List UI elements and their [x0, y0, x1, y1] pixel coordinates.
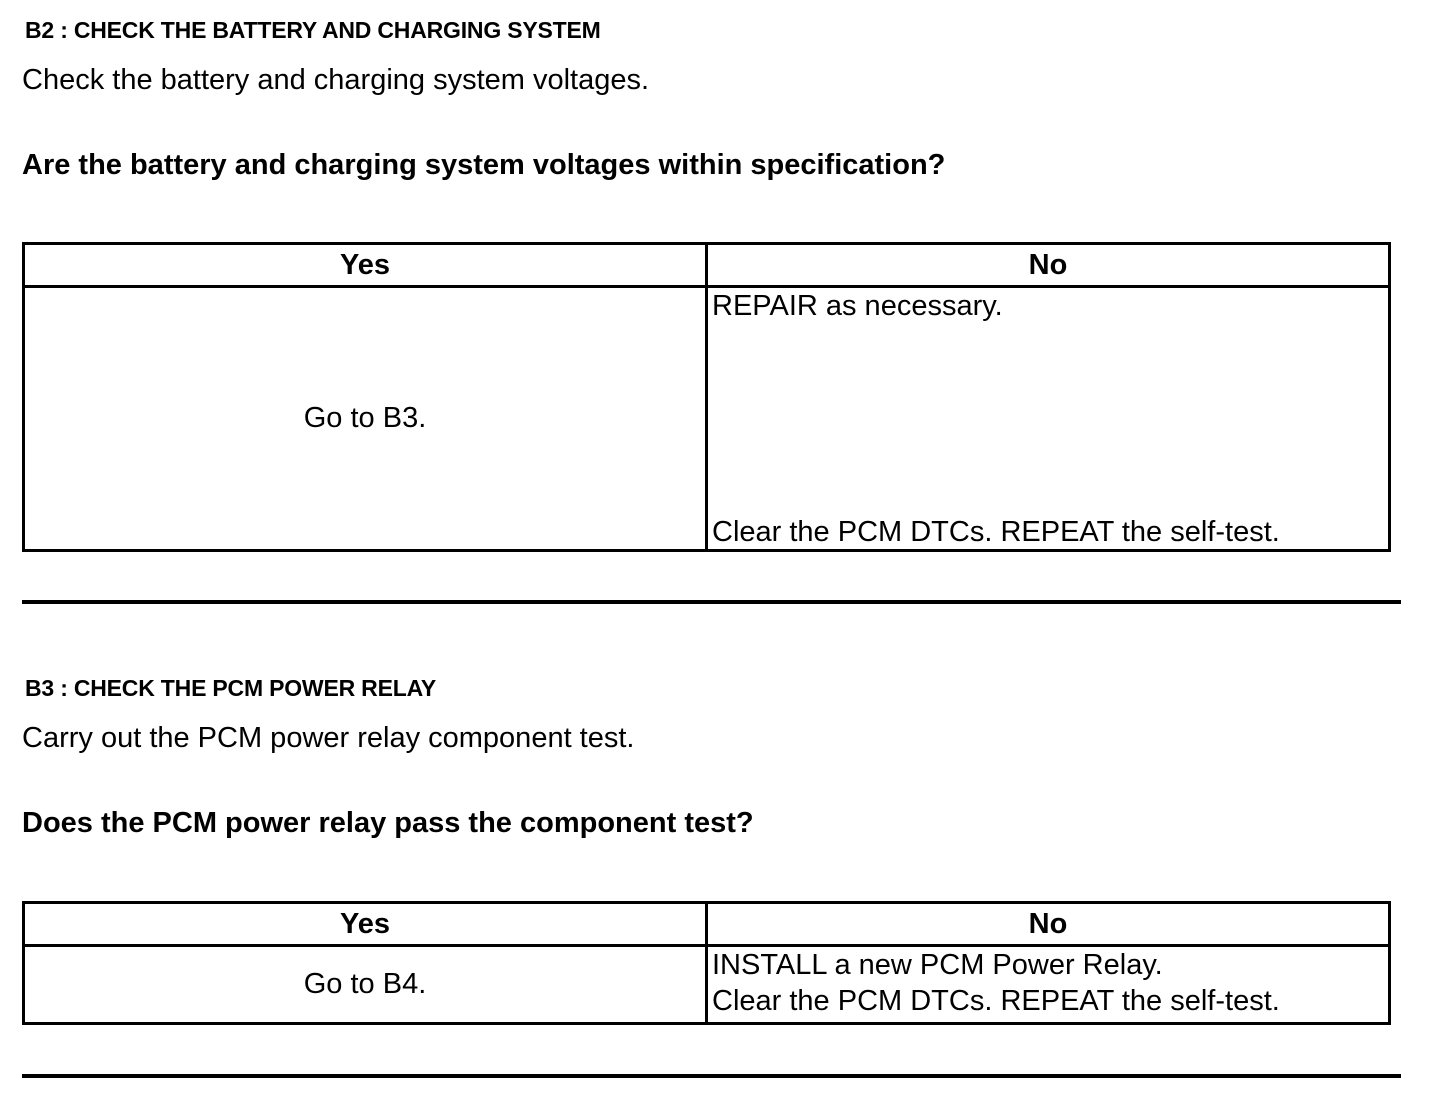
section-divider	[22, 1074, 1401, 1078]
step-b2-question: Are the battery and charging system volt…	[22, 149, 946, 181]
step-b2-result-table: Yes No Go to B3. REPAIR as necessary. Cl…	[22, 242, 1391, 552]
section-divider	[22, 600, 1401, 604]
step-b3-question: Does the PCM power relay pass the compon…	[22, 807, 754, 839]
no-header: No	[705, 901, 1391, 947]
step-b2-heading: B2 : CHECK THE BATTERY AND CHARGING SYST…	[25, 17, 601, 43]
no-action-clear: Clear the PCM DTCs. REPEAT the self-test…	[712, 985, 1280, 1017]
yes-header: Yes	[22, 901, 708, 947]
yes-action: Go to B3.	[22, 285, 708, 552]
yes-action: Go to B4.	[22, 944, 708, 1025]
yes-header: Yes	[22, 242, 708, 288]
no-action-clear: Clear the PCM DTCs. REPEAT the self-test…	[712, 516, 1280, 548]
step-b3-result-table: Yes No Go to B4. INSTALL a new PCM Power…	[22, 901, 1391, 1025]
no-action-repair: REPAIR as necessary.	[712, 290, 1003, 322]
no-header: No	[705, 242, 1391, 288]
step-b3-heading: B3 : CHECK THE PCM POWER RELAY	[25, 675, 437, 701]
step-b3-instruction: Carry out the PCM power relay component …	[22, 722, 635, 754]
no-action-cell: INSTALL a new PCM Power Relay. Clear the…	[705, 944, 1391, 1025]
step-b2-instruction: Check the battery and charging system vo…	[22, 64, 650, 96]
no-action-cell: REPAIR as necessary. Clear the PCM DTCs.…	[705, 285, 1391, 552]
no-action-install: INSTALL a new PCM Power Relay.	[712, 949, 1163, 981]
